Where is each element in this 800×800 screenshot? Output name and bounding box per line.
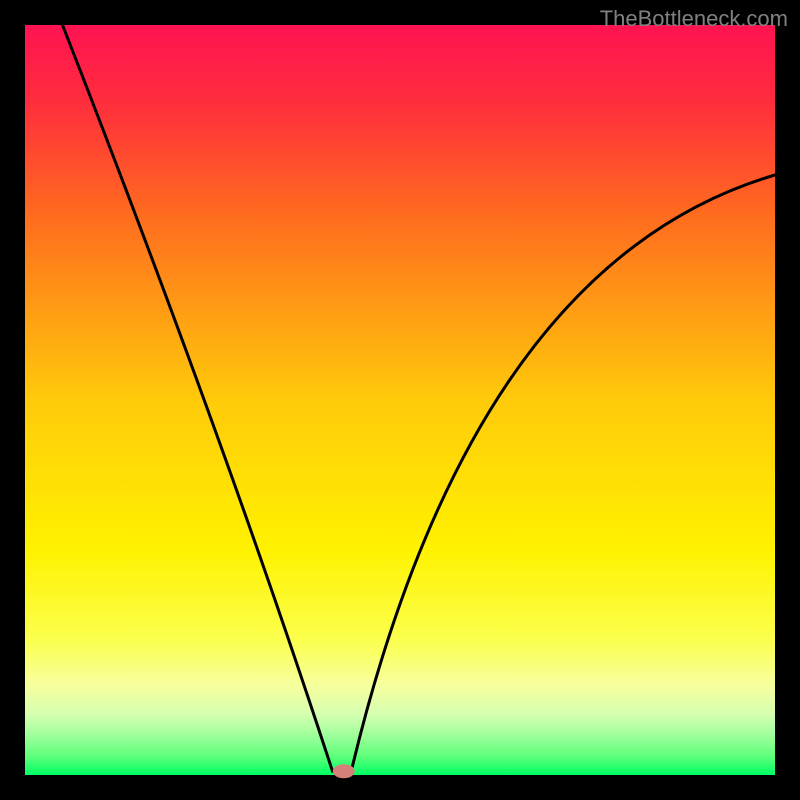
optimal-point-indicator: [333, 764, 355, 778]
watermark-text: TheBottleneck.com: [600, 6, 788, 32]
plot-area: [25, 25, 775, 775]
bottleneck-chart: [0, 0, 800, 800]
chart-container: TheBottleneck.com: [0, 0, 800, 800]
